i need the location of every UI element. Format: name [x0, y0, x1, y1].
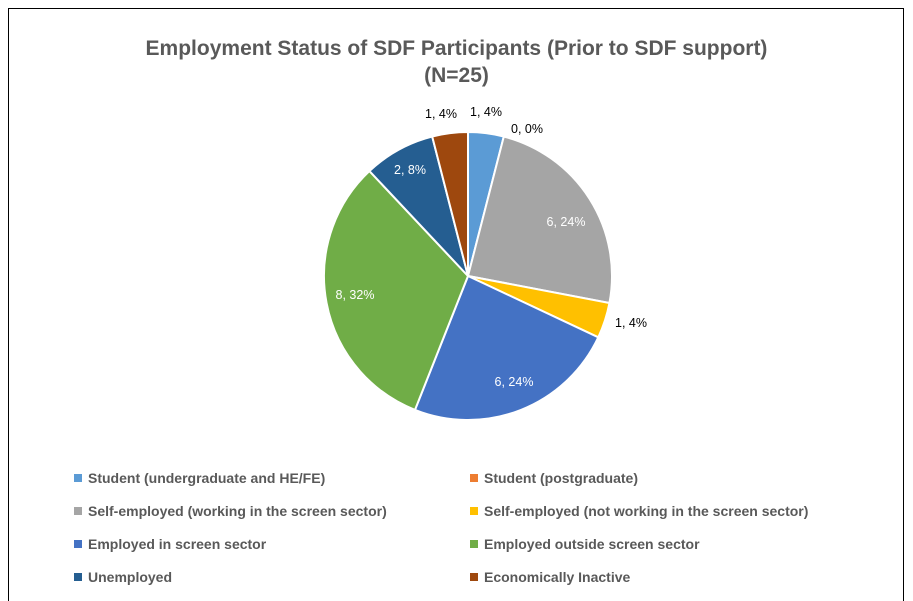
legend-swatch: [74, 474, 82, 482]
legend-swatch: [470, 573, 478, 581]
legend-item: Student (postgraduate): [470, 470, 638, 486]
legend-label: Employed in screen sector: [88, 536, 267, 552]
legend-swatch: [74, 573, 82, 581]
pie-slice: [323, 169, 470, 412]
legend-item: Self-employed (not working in the screen…: [470, 503, 808, 519]
legend-label: Student (undergraduate and HE/FE): [88, 470, 326, 486]
legend-swatch: [470, 507, 478, 515]
pie-slice: [430, 130, 469, 277]
slice-data-label: 6, 24%: [495, 375, 534, 389]
legend-label: Unemployed: [88, 569, 173, 585]
slice-data-label: 8, 32%: [336, 288, 375, 302]
pie-slice: [413, 274, 600, 421]
pie-slice: [466, 135, 613, 305]
legend-label: Economically Inactive: [484, 569, 631, 585]
legend-item: Economically Inactive: [470, 569, 630, 585]
slice-data-label: 1, 4%: [425, 107, 457, 121]
legend-label: Employed outside screen sector: [484, 536, 700, 552]
legend-item: Employed in screen sector: [74, 536, 266, 552]
legend-swatch: [470, 474, 478, 482]
legend-item: Employed outside screen sector: [470, 536, 700, 552]
legend-swatch: [470, 540, 478, 548]
chart-subtitle: (N=25): [424, 64, 489, 87]
legend-item: Unemployed: [74, 569, 172, 585]
chart-title: Employment Status of SDF Participants (P…: [145, 37, 768, 60]
slice-data-label: 1, 4%: [615, 316, 647, 330]
slice-data-label: 1, 4%: [470, 105, 502, 119]
slice-data-label: 6, 24%: [547, 215, 586, 229]
legend-item: Self-employed (working in the screen sec…: [74, 503, 387, 519]
slice-data-label: 0, 0%: [511, 122, 543, 136]
legend-label: Self-employed (working in the screen sec…: [88, 503, 387, 519]
slice-data-label: 2, 8%: [394, 163, 426, 177]
legend-label: Self-employed (not working in the screen…: [484, 503, 809, 519]
legend-swatch: [74, 507, 82, 515]
legend-item: Student (undergraduate and HE/FE): [74, 470, 325, 486]
legend-label: Student (postgraduate): [484, 470, 638, 486]
legend-swatch: [74, 540, 82, 548]
